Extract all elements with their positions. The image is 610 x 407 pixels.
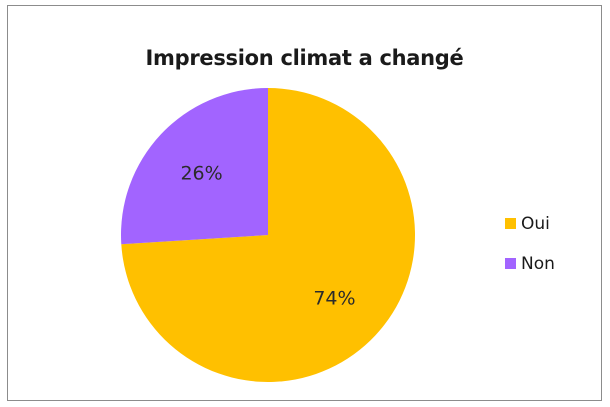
legend-label-non: Non <box>521 253 555 274</box>
legend-swatch-oui <box>505 218 516 229</box>
pie-slice-oui <box>121 88 416 382</box>
chart-legend: Oui Non <box>505 213 555 293</box>
chart-title: Impression climat a changé <box>145 46 464 70</box>
legend-swatch-non <box>505 258 516 269</box>
pie-slice-non <box>120 88 268 245</box>
data-label-non: 26% <box>180 163 222 185</box>
data-label-oui: 74% <box>313 287 355 309</box>
legend-label-oui: Oui <box>521 213 550 234</box>
chart-area: Impression climat a changé 74% 26% Oui No… <box>7 5 602 401</box>
pie-data-labels: 74% 26% <box>180 163 355 310</box>
legend-item-oui: Oui <box>505 213 555 234</box>
pie-chart: 74% 26% <box>120 88 416 382</box>
pie-slices <box>120 88 416 382</box>
legend-item-non: Non <box>505 253 555 274</box>
